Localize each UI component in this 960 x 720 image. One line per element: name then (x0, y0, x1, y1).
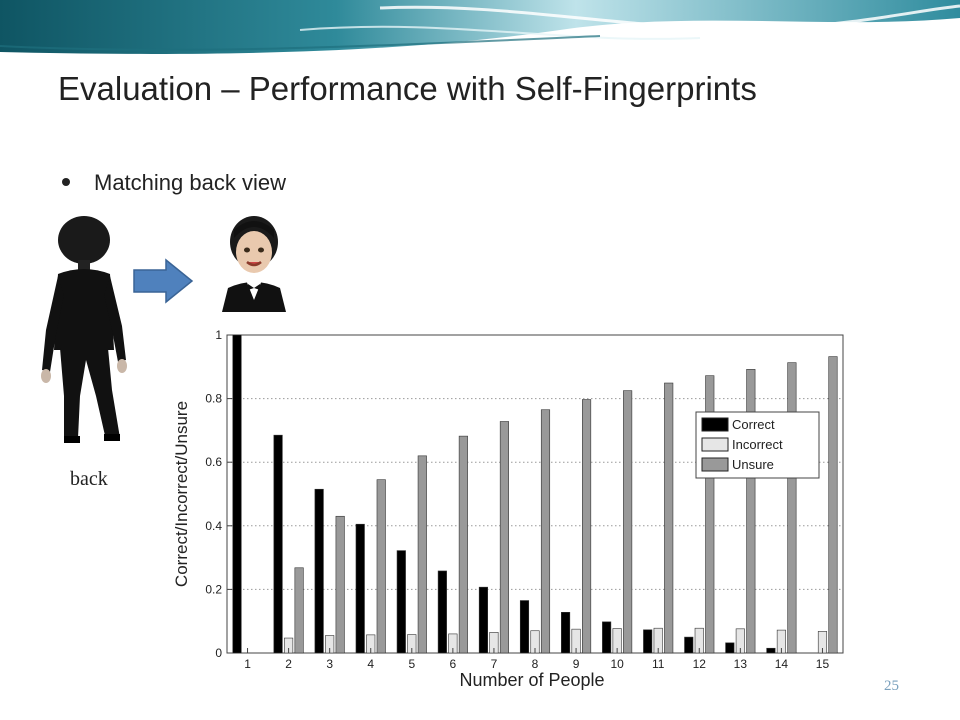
bullet-text: Matching back view (94, 170, 286, 195)
bar-unsure-14 (787, 362, 797, 654)
x-tick-label: 6 (450, 657, 457, 671)
bar-unsure-12 (705, 375, 715, 654)
legend-swatch-unsure (701, 457, 729, 472)
bar-correct-12 (684, 636, 694, 654)
x-tick-label: 7 (491, 657, 498, 671)
bar-correct-1 (232, 334, 242, 654)
bar-chart: 00.20.40.60.81 1 2 3 4 5 6 7 8 9 10 11 12 13 14 15 Num… (172, 328, 844, 690)
y-tick-label: 0.2 (205, 582, 222, 596)
x-tick-label: 11 (652, 657, 665, 671)
bar-unsure-8 (540, 409, 551, 654)
bar-unsure-11 (664, 382, 674, 654)
x-tick-label: 2 (285, 657, 292, 671)
y-tick-label: 0 (215, 646, 222, 660)
legend: Correct Incorrect Unsure (695, 411, 820, 479)
legend-label-unsure: Unsure (732, 457, 774, 472)
y-tick-label: 0.6 (205, 455, 222, 469)
bar-correct-5 (396, 550, 406, 654)
y-tick-label: 0.4 (205, 519, 222, 533)
bar-correct-7 (478, 586, 488, 654)
legend-label-incorrect: Incorrect (732, 437, 783, 452)
legend-swatch-incorrect (701, 437, 729, 452)
x-axis-label: Number of People (459, 670, 604, 690)
bar-unsure-9 (582, 399, 592, 654)
bar-correct-4 (355, 523, 365, 654)
x-tick-label: 5 (408, 657, 415, 671)
bar-correct-6 (437, 570, 447, 654)
bar-correct-9 (561, 611, 571, 654)
person-back-view-icon (41, 216, 127, 443)
bar-unsure-2 (294, 567, 304, 654)
bar-correct-11 (643, 629, 653, 654)
y-tick-label: 1 (215, 328, 222, 342)
bar-correct-3 (314, 488, 324, 654)
bar-correct-8 (519, 600, 530, 654)
y-axis-label: Correct/Incorrect/Unsure (172, 401, 191, 587)
bar-correct-13 (725, 642, 735, 654)
bar-correct-10 (602, 621, 612, 654)
bars (232, 334, 838, 654)
arrow-right-icon (133, 258, 194, 304)
plot-area (226, 334, 844, 654)
x-tick-label: 15 (816, 657, 830, 671)
legend-swatch-correct (701, 417, 729, 432)
x-axis-ticks: 1 2 3 4 5 6 7 8 9 10 11 12 13 14 15 (244, 648, 829, 671)
legend-label-correct: Correct (732, 417, 775, 432)
x-tick-label: 3 (326, 657, 333, 671)
header-banner (0, 0, 960, 62)
x-tick-label: 8 (532, 657, 539, 671)
person-front-view-icon (222, 216, 286, 312)
x-tick-label: 14 (775, 657, 789, 671)
x-tick-label: 12 (693, 657, 707, 671)
x-tick-label: 13 (734, 657, 748, 671)
x-tick-label: 10 (610, 657, 624, 671)
bar-unsure-6 (458, 435, 468, 654)
bar-unsure-4 (376, 479, 386, 654)
bar-unsure-10 (623, 390, 633, 654)
y-tick-label: 0.8 (205, 392, 222, 406)
bar-unsure-7 (499, 421, 509, 654)
bar-unsure-13 (746, 369, 756, 654)
x-tick-label: 1 (244, 657, 251, 671)
x-tick-label: 4 (367, 657, 374, 671)
back-image-label: back (70, 468, 108, 490)
bar-correct-2 (273, 434, 283, 654)
slide-title: Evaluation – Performance with Self-Finge… (58, 70, 757, 107)
bar-unsure-3 (335, 515, 345, 654)
bar-correct-14 (766, 647, 776, 654)
y-axis-ticks: 0 0.2 0.4 0.6 0.8 1 (205, 328, 232, 660)
bullet-dot-icon (62, 178, 70, 186)
bar-unsure-5 (417, 455, 427, 654)
bar-unsure-15 (828, 356, 838, 654)
x-tick-label: 9 (573, 657, 580, 671)
page-number: 25 (884, 678, 899, 694)
